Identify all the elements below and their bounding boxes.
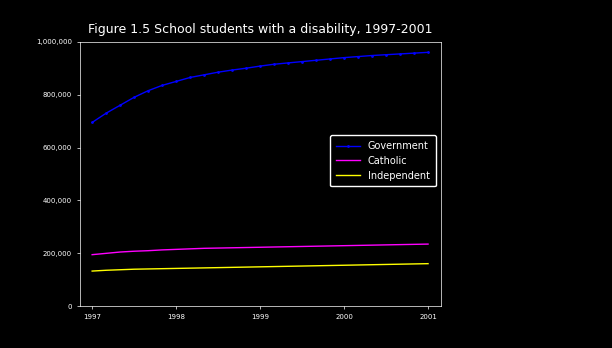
- Independent: [326, 263, 334, 268]
- Government: [368, 54, 376, 58]
- Government: [411, 51, 418, 55]
- Government: [130, 95, 138, 100]
- Government: [382, 53, 390, 57]
- Title: Figure 1.5 School students with a disability, 1997-2001: Figure 1.5 School students with a disabi…: [88, 23, 432, 37]
- Independent: [397, 262, 404, 266]
- Line: Catholic: Catholic: [92, 244, 428, 255]
- Independent: [271, 264, 278, 269]
- Catholic: [130, 249, 138, 253]
- Government: [242, 66, 250, 70]
- Catholic: [242, 245, 250, 250]
- Independent: [159, 267, 166, 271]
- Government: [228, 68, 236, 72]
- Independent: [116, 268, 124, 272]
- Independent: [173, 266, 180, 270]
- Government: [285, 61, 292, 65]
- Government: [354, 55, 362, 59]
- Independent: [130, 267, 138, 271]
- Government: [299, 60, 306, 64]
- Government: [340, 56, 348, 60]
- Independent: [256, 265, 264, 269]
- Independent: [340, 263, 348, 267]
- Independent: [424, 262, 431, 266]
- Government: [271, 62, 278, 66]
- Catholic: [340, 244, 348, 248]
- Catholic: [312, 244, 319, 248]
- Catholic: [214, 246, 222, 250]
- Independent: [382, 262, 390, 267]
- Catholic: [89, 253, 96, 257]
- Independent: [242, 265, 250, 269]
- Government: [312, 58, 319, 62]
- Independent: [411, 262, 418, 266]
- Catholic: [354, 243, 362, 247]
- Government: [201, 73, 208, 77]
- Government: [89, 120, 96, 125]
- Catholic: [228, 246, 236, 250]
- Independent: [144, 267, 152, 271]
- Independent: [102, 268, 110, 272]
- Line: Independent: Independent: [92, 264, 428, 271]
- Independent: [187, 266, 194, 270]
- Government: [187, 76, 194, 80]
- Catholic: [271, 245, 278, 249]
- Catholic: [159, 248, 166, 252]
- Catholic: [144, 248, 152, 253]
- Catholic: [299, 244, 306, 248]
- Catholic: [173, 247, 180, 252]
- Government: [256, 64, 264, 68]
- Catholic: [187, 247, 194, 251]
- Independent: [228, 265, 236, 269]
- Catholic: [397, 243, 404, 247]
- Catholic: [201, 246, 208, 251]
- Government: [326, 57, 334, 61]
- Independent: [214, 266, 222, 270]
- Government: [116, 103, 124, 107]
- Government: [159, 83, 166, 87]
- Government: [397, 52, 404, 56]
- Catholic: [116, 250, 124, 254]
- Independent: [299, 264, 306, 268]
- Catholic: [411, 242, 418, 246]
- Legend: Government, Catholic, Independent: Government, Catholic, Independent: [330, 135, 436, 187]
- Independent: [89, 269, 96, 273]
- Government: [214, 70, 222, 74]
- Catholic: [256, 245, 264, 250]
- Independent: [354, 263, 362, 267]
- Catholic: [326, 244, 334, 248]
- Government: [144, 89, 152, 93]
- Catholic: [285, 245, 292, 249]
- Government: [173, 79, 180, 84]
- Line: Government: Government: [91, 51, 430, 124]
- Catholic: [368, 243, 376, 247]
- Catholic: [102, 251, 110, 255]
- Catholic: [424, 242, 431, 246]
- Government: [102, 111, 110, 115]
- Independent: [285, 264, 292, 268]
- Government: [424, 50, 431, 54]
- Catholic: [382, 243, 390, 247]
- Independent: [312, 264, 319, 268]
- Independent: [201, 266, 208, 270]
- Independent: [368, 263, 376, 267]
